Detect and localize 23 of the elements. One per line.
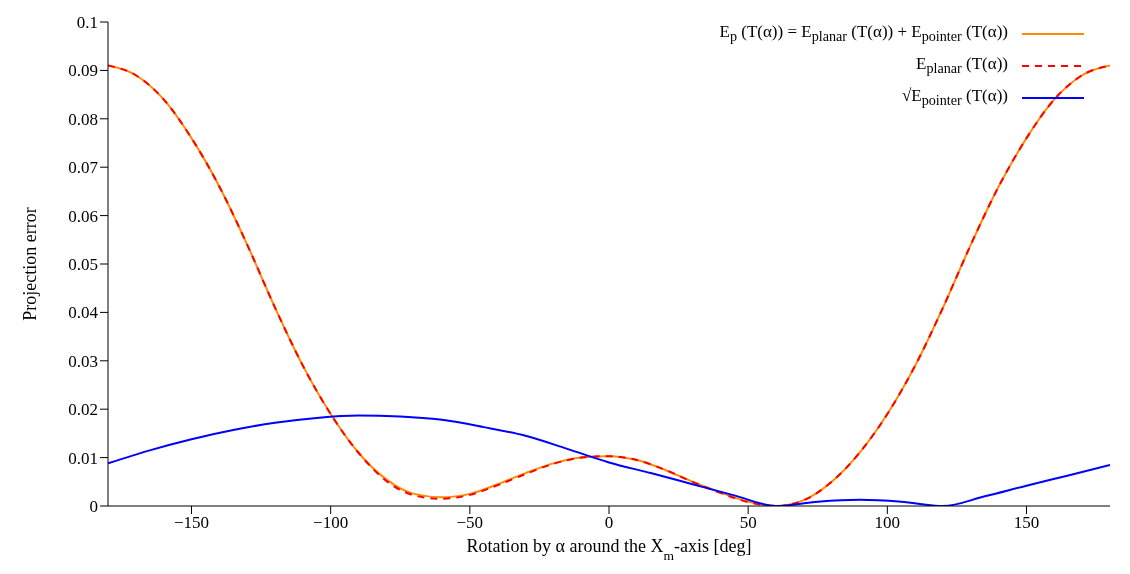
y-tick-label: 0.05: [68, 255, 98, 275]
x-tick-label: −150: [173, 513, 210, 533]
y-tick-label: 0.06: [68, 206, 98, 226]
legend-label: E$_{p}$ (T(α)) = E$_{planar}$ (T(α)) + E$_{pointer}$ (T(α)): [719, 22, 1008, 46]
y-tick-label: 0.1: [76, 13, 98, 33]
y-tick-label: 0.08: [68, 109, 98, 129]
y-tick-label: 0.07: [68, 158, 99, 178]
x-tick-label: 150: [1013, 513, 1040, 533]
x-tick-label: 100: [874, 513, 901, 533]
x-axis-title: Rotation by α around the X$_{m}$-axis [deg]: [466, 536, 752, 563]
y-axis-title: Projection error: [20, 207, 40, 321]
legend-label: E$_{planar}$ (T(α)): [916, 54, 1008, 78]
legend-label: √E$_{pointer}$ (T(α)): [901, 86, 1008, 110]
y-tick-label: 0.02: [68, 400, 98, 420]
x-tick-label: 50: [739, 513, 757, 533]
x-tick-label: −50: [456, 513, 484, 533]
x-tick-label: −100: [313, 513, 349, 533]
y-tick-label: 0.03: [68, 351, 98, 371]
y-tick-label: 0.09: [68, 61, 98, 81]
y-tick-label: 0.04: [68, 303, 99, 323]
y-tick-label: 0.01: [68, 448, 98, 468]
y-tick-label: 0: [89, 497, 98, 517]
x-tick-label: 0: [604, 513, 614, 533]
